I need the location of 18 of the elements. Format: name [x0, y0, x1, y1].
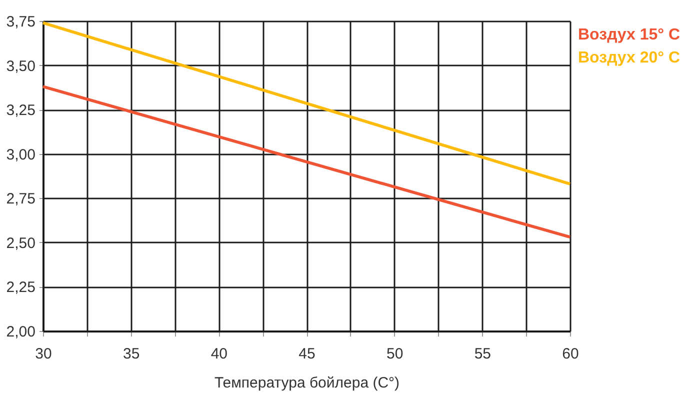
- y-tick-label: 3,75: [6, 14, 36, 30]
- y-tick-label: 2,00: [6, 324, 36, 340]
- y-tick-label: 3,50: [6, 58, 36, 75]
- y-tick-label: 2,75: [6, 190, 36, 208]
- x-tick-label: 50: [386, 346, 404, 362]
- y-tick-label: 2,25: [6, 279, 36, 296]
- x-tick-label: 40: [210, 346, 228, 362]
- text: Воздух 20° C: [578, 50, 680, 66]
- y-tick-label: 3,00: [6, 146, 36, 164]
- x-tick-label: 30: [35, 346, 52, 362]
- x-axis-title: Температура бойлера (C°): [214, 374, 400, 392]
- y-tick-label: 2,50: [6, 234, 36, 252]
- x-tick-label: 45: [298, 346, 316, 362]
- y-tick-label: 3,25: [6, 102, 36, 120]
- text: Воздух 15° C: [578, 26, 680, 44]
- x-tick-label: 35: [122, 346, 140, 362]
- x-tick-label: 60: [562, 346, 579, 362]
- x-tick-label: 55: [474, 346, 492, 362]
